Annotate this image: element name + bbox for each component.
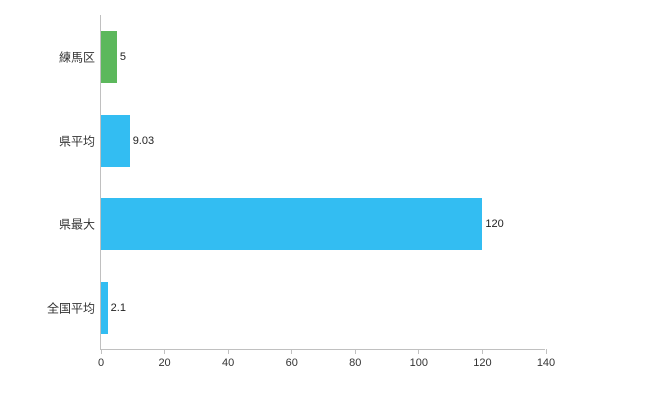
x-tick-mark [481, 349, 483, 354]
x-tick-mark [354, 349, 356, 354]
bar-row: 練馬区 5 [59, 15, 545, 99]
x-tick-mark [100, 349, 102, 354]
category-label: 県最大 [58, 217, 95, 232]
x-tick-label: 80 [349, 357, 362, 369]
bar [101, 282, 108, 335]
category-label: 全国平均 [46, 301, 95, 316]
x-tick-label: 60 [285, 357, 298, 369]
x-tick-mark [227, 349, 229, 354]
bar [101, 114, 130, 167]
bar-row: 全国平均 2.1 [47, 266, 545, 350]
x-tick-mark [418, 349, 420, 354]
x-tick-label: 120 [473, 357, 492, 369]
x-tick-label: 20 [158, 357, 171, 369]
bar [101, 30, 117, 83]
category-label: 県平均 [58, 134, 95, 149]
x-tick-label: 40 [222, 357, 235, 369]
plot-rows: 練馬区 5 県平均 9.03 県最大 120 全国平均 2.1 [47, 15, 545, 350]
plot-area: 練馬区 5 県平均 9.03 県最大 120 全国平均 2.1 0 20 40 60 80 100 120… [47, 15, 555, 369]
value-label: 5 [119, 50, 127, 63]
value-label: 120 [485, 218, 504, 231]
x-tick-mark [291, 349, 293, 354]
value-label: 2.1 [110, 302, 126, 315]
bar [101, 198, 483, 251]
value-label: 9.03 [132, 134, 155, 147]
x-tick-label: 0 [97, 357, 105, 369]
x-tick-mark [545, 349, 547, 354]
x-tick-mark [164, 349, 166, 354]
category-label: 練馬区 [58, 50, 95, 65]
x-tick-label: 100 [409, 357, 429, 369]
x-tick-label: 140 [536, 357, 556, 369]
bar-row: 県平均 9.03 [59, 99, 545, 183]
bar-row: 県最大 120 [59, 183, 545, 267]
